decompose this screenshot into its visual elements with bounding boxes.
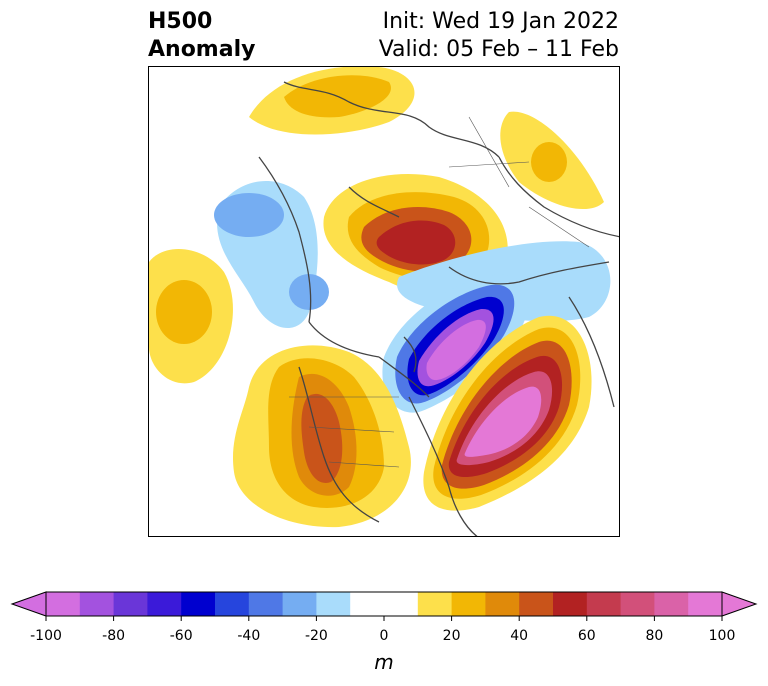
colorbar-segment xyxy=(586,592,622,616)
colorbar-segment xyxy=(485,592,520,616)
colorbar-min-arrow xyxy=(10,591,47,617)
colorbar-segment xyxy=(654,592,689,616)
colorbar-tick-label: -60 xyxy=(169,628,193,644)
colorbar-segment xyxy=(384,592,419,616)
colorbar-tick-label: 100 xyxy=(708,628,736,644)
colorbar-segment xyxy=(147,592,182,616)
title-field-name: H500 xyxy=(148,9,213,34)
coastlines xyxy=(258,81,619,536)
colorbar-segment xyxy=(113,592,148,616)
colorbar-tick-label: 0 xyxy=(379,628,389,644)
colorbar-tick-label: -100 xyxy=(30,628,62,644)
colorbar-tick-label: 60 xyxy=(577,628,596,644)
title-left: H500 Anomaly xyxy=(148,8,255,64)
colorbar-segment xyxy=(282,592,317,616)
colorbar-segment xyxy=(451,592,486,616)
colorbar-segment xyxy=(181,592,216,616)
colorbar-segment xyxy=(417,592,453,616)
colorbar-segment xyxy=(688,592,723,616)
colorbar-segment xyxy=(620,592,655,616)
colorbar-tick-label: 40 xyxy=(510,628,529,644)
colorbar-segment xyxy=(79,592,115,616)
valid-time-label: Valid: 05 Feb – 11 Feb xyxy=(378,37,619,62)
borders xyxy=(289,116,590,468)
colorbar-segment xyxy=(519,592,554,616)
colorbar-segment xyxy=(350,592,385,616)
title-right: Init: Wed 19 Jan 2022 Valid: 05 Feb – 11… xyxy=(379,8,619,64)
title-field-type: Anomaly xyxy=(148,37,256,62)
colorbar-tick-label: 80 xyxy=(645,628,664,644)
colorbar-tick-label: -20 xyxy=(304,628,328,644)
init-time-label: Init: Wed 19 Jan 2022 xyxy=(382,9,619,34)
colorbar-tick-label: -40 xyxy=(237,628,261,644)
colorbar-tick-label: 20 xyxy=(442,628,461,644)
colorbar-max-arrow xyxy=(721,591,758,617)
colorbar xyxy=(10,591,758,621)
colorbar-segment xyxy=(553,592,588,616)
colorbar-units: m xyxy=(374,650,394,674)
colorbar-segment xyxy=(46,592,81,616)
colorbar-segment xyxy=(316,592,351,616)
colorbar-segment xyxy=(215,592,250,616)
map-panel xyxy=(148,66,620,537)
colorbar-tick-label: -80 xyxy=(102,628,126,644)
anomaly-map xyxy=(149,67,619,536)
colorbar-segment xyxy=(248,592,284,616)
